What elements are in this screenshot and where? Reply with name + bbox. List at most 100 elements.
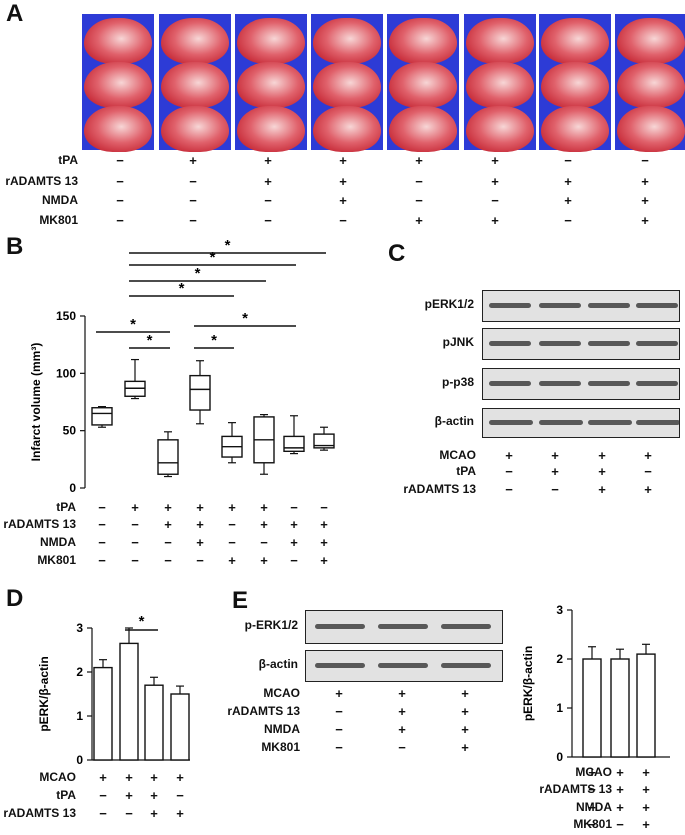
- panel-e-chart-sign: −: [588, 800, 596, 815]
- panel-a-sign: +: [641, 193, 649, 208]
- panel-e-chart-sign: +: [616, 800, 624, 815]
- blot-band: [539, 381, 581, 386]
- panel-e-chart-sign: +: [616, 765, 624, 780]
- panel-a-row-label: NMDA: [42, 193, 78, 207]
- panel-a-sign: −: [415, 193, 423, 208]
- panel-c-sign: +: [598, 448, 606, 463]
- panel-d-sign: +: [99, 770, 107, 785]
- panel-b-sign: +: [196, 535, 204, 550]
- panel-b-sign: −: [228, 535, 236, 550]
- panel-d-sign: +: [125, 770, 133, 785]
- blot-label: pJNK: [442, 335, 474, 349]
- panel-e-chart-row-label: rADAMTS 13: [539, 782, 612, 796]
- brain-section-column: [311, 14, 383, 152]
- panel-e-chart-sign: +: [616, 782, 624, 797]
- bar: [144, 684, 164, 761]
- blot-band: [636, 303, 678, 308]
- blot-band: [539, 303, 581, 308]
- panel-d-row-label: tPA: [56, 788, 76, 802]
- perk-bar-chart-e: 0 1 2 3 pERK/β-actin: [521, 603, 670, 764]
- blot-label: β-actin: [258, 657, 298, 671]
- significance-star: *: [242, 310, 248, 327]
- panel-e-row-label: MK801: [261, 740, 300, 754]
- panel-b-sign: +: [228, 553, 236, 568]
- brain-section: [541, 106, 609, 152]
- y-tick-label: 0: [76, 753, 83, 767]
- blot-band: [489, 341, 531, 346]
- brain-section: [84, 62, 152, 108]
- panel-b-row-label: MK801: [37, 553, 76, 567]
- panel-b-row-label: rADAMTS 13: [3, 517, 76, 531]
- y-tick-label: 3: [556, 603, 563, 617]
- panel-c-sign: +: [644, 482, 652, 497]
- panel-b-sign: −: [196, 553, 204, 568]
- panel-a-row-label: MK801: [39, 213, 78, 227]
- brain-section: [84, 18, 152, 64]
- panel-d-sign: +: [150, 770, 158, 785]
- y-tick-label: 1: [76, 709, 83, 723]
- panel-a-sign: +: [491, 153, 499, 168]
- box: [91, 407, 113, 426]
- y-tick-label: 2: [76, 665, 83, 679]
- panel-d-letter: D: [6, 585, 24, 612]
- brain-section-column: [539, 14, 611, 152]
- panel-a-sign: −: [189, 174, 197, 189]
- panel-d-sign: −: [176, 788, 184, 803]
- panel-a-row-label: tPA: [58, 153, 78, 167]
- panel-e-row-label: rADAMTS 13: [227, 704, 300, 718]
- panel-a-sign: +: [339, 153, 347, 168]
- blot-band: [441, 624, 491, 629]
- panel-e-row-label: MCAO: [263, 686, 300, 700]
- blot-band: [315, 663, 365, 668]
- panel-b-sign: +: [290, 517, 298, 532]
- y-axis-label: pERK/β-actin: [521, 646, 535, 721]
- panel-c-row-label: MCAO: [439, 448, 476, 462]
- panel-b-sign: −: [290, 500, 298, 515]
- significance-star: *: [210, 249, 216, 266]
- blot-label: β-actin: [434, 414, 474, 428]
- panel-c-sign: +: [644, 448, 652, 463]
- y-tick-label: 100: [56, 366, 76, 380]
- bar: [582, 658, 602, 758]
- brain-section: [617, 106, 685, 152]
- panel-d-row-label: rADAMTS 13: [3, 806, 76, 820]
- panel-e-chart-sign: +: [642, 800, 650, 815]
- panel-d-sign: +: [150, 806, 158, 821]
- brain-section: [313, 106, 381, 152]
- panel-e-chart-row-label: NMDA: [576, 800, 612, 814]
- significance-star: *: [195, 265, 201, 282]
- blot-band: [539, 420, 583, 425]
- blot-band: [441, 663, 491, 668]
- panel-b-sign: −: [290, 553, 298, 568]
- brain-section: [541, 62, 609, 108]
- panel-b-sign: +: [260, 517, 268, 532]
- panel-c-letter: C: [388, 240, 406, 267]
- y-tick-label: 1: [556, 701, 563, 715]
- y-tick-label: 50: [63, 424, 77, 438]
- panel-a-sign: +: [339, 193, 347, 208]
- brain-section: [161, 106, 229, 152]
- panel-a-sign: +: [641, 213, 649, 228]
- panel-a-sign: +: [189, 153, 197, 168]
- panel-b-sign: +: [164, 500, 172, 515]
- panel-b-sign: −: [98, 517, 106, 532]
- blot-band: [489, 381, 531, 386]
- panel-d-sign: +: [176, 806, 184, 821]
- blot-band: [489, 303, 531, 308]
- panel-a-sign: −: [189, 193, 197, 208]
- blot-band: [636, 420, 680, 425]
- panel-b-sign: −: [98, 535, 106, 550]
- panel-a-row-label: rADAMTS 13: [5, 174, 78, 188]
- y-tick-label: 0: [556, 750, 563, 764]
- panel-c-sign: −: [505, 482, 513, 497]
- blot-band: [588, 341, 630, 346]
- brain-section-column: [387, 14, 459, 152]
- panel-a-sign: +: [491, 213, 499, 228]
- panel-e-chart-sign: −: [588, 782, 596, 797]
- panel-c-sign: +: [551, 464, 559, 479]
- panel-a-sign: −: [564, 153, 572, 168]
- brain-section-column: [235, 14, 307, 152]
- panel-a-sign: +: [264, 174, 272, 189]
- bar: [610, 658, 630, 758]
- panel-a-sign: −: [189, 213, 197, 228]
